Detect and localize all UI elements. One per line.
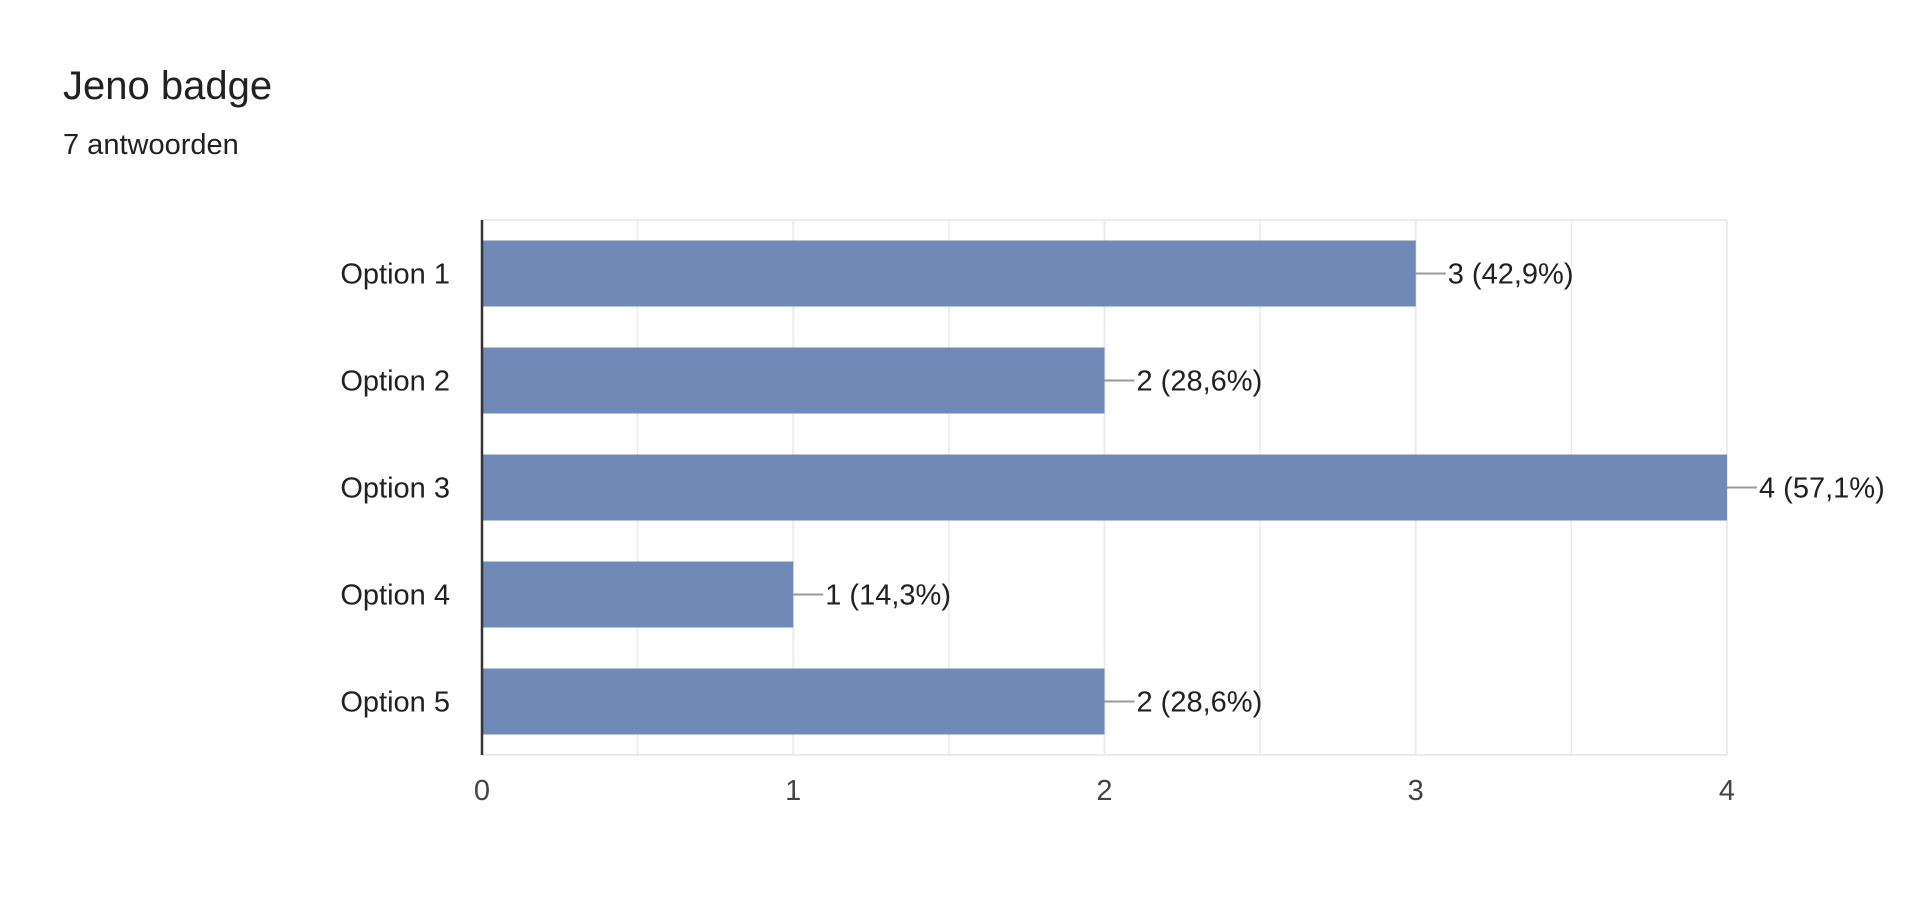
x-tick-label: 4 [1719, 775, 1735, 807]
x-tick-label: 1 [785, 775, 801, 807]
category-label: Option 4 [340, 580, 450, 612]
category-label: Option 5 [340, 687, 450, 719]
bar-option-3 [482, 454, 1727, 521]
chart-title: Jeno badge [63, 64, 273, 108]
x-tick-label: 0 [474, 775, 490, 807]
category-label: Option 2 [340, 366, 450, 398]
x-tick-label: 2 [1096, 775, 1112, 807]
category-label: Option 3 [340, 473, 450, 505]
data-label: 4 (57,1%) [1759, 473, 1885, 505]
axes: 0 1 2 3 4 [474, 220, 1735, 807]
bar-option-2 [482, 347, 1105, 414]
data-label: 1 (14,3%) [825, 580, 951, 612]
bar-option-1 [482, 240, 1416, 307]
bar-option-4 [482, 561, 794, 628]
category-label: Option 1 [340, 259, 450, 291]
bar-option-5 [482, 668, 1105, 735]
data-label: 3 (42,9%) [1448, 259, 1574, 291]
response-count: 7 antwoorden [63, 129, 239, 161]
bars [482, 240, 1727, 735]
x-tick-label: 3 [1408, 775, 1424, 807]
data-label: 2 (28,6%) [1137, 687, 1263, 719]
labels: 3 (42,9%) Option 1 2 (28,6%) Option 2 4 (57,… [340, 259, 1884, 719]
data-label: 2 (28,6%) [1137, 366, 1263, 398]
